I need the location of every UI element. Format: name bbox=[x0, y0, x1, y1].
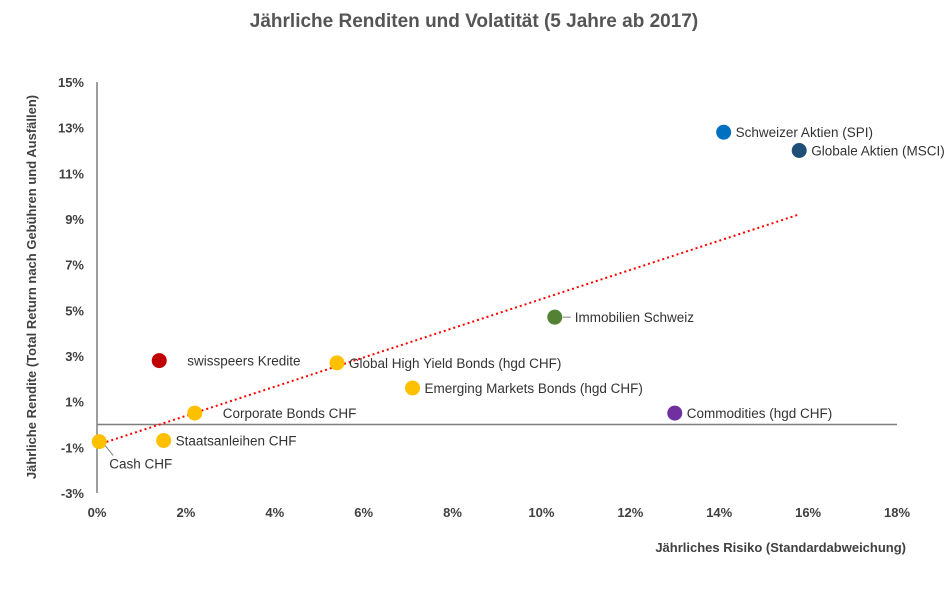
y-tick-label: -3% bbox=[61, 486, 85, 501]
data-point bbox=[667, 405, 683, 421]
y-axis-label: Jährliche Rendite (Total Return nach Geb… bbox=[24, 95, 39, 479]
x-tick-label: 4% bbox=[265, 505, 284, 520]
x-tick-label: 14% bbox=[706, 505, 732, 520]
x-tick-label: 2% bbox=[176, 505, 195, 520]
data-point bbox=[716, 124, 732, 140]
x-tick-label: 0% bbox=[88, 505, 107, 520]
data-point-label: Commodities (hgd CHF) bbox=[687, 406, 833, 421]
data-point bbox=[791, 143, 807, 158]
data-point-label: swisspeers Kredite bbox=[187, 354, 300, 369]
data-point-label: Cash CHF bbox=[109, 457, 172, 472]
data-point-label: Global High Yield Bonds (hgd CHF) bbox=[349, 356, 561, 371]
y-tick-label: -1% bbox=[61, 440, 85, 455]
x-tick-label: 6% bbox=[354, 505, 373, 520]
x-tick-label: 16% bbox=[795, 505, 821, 520]
y-tick-label: 1% bbox=[65, 395, 84, 410]
data-point bbox=[151, 353, 167, 369]
x-tick-label: 8% bbox=[443, 505, 462, 520]
y-tick-label: 5% bbox=[65, 303, 84, 318]
chart-title: Jährliche Renditen und Volatität (5 Jahr… bbox=[250, 11, 698, 32]
y-tick-label: 11% bbox=[59, 166, 85, 181]
trendline bbox=[96, 213, 800, 447]
plot-area: 15% 13% 11% 9% 7% 5% 3% 1% -1% -3%0% 2% 4% 6% 8% 10% 12… bbox=[58, 75, 945, 520]
x-axis-label: Jährliches Risiko (Standardabweichung) bbox=[655, 540, 906, 555]
data-point bbox=[91, 434, 107, 450]
data-point-label: Globale Aktien (MSCI) bbox=[811, 144, 945, 159]
y-tick-label: 9% bbox=[65, 212, 84, 227]
data-point bbox=[156, 432, 172, 448]
data-point-label: Emerging Markets Bonds (hgd CHF) bbox=[425, 381, 643, 396]
data-point-label: Corporate Bonds CHF bbox=[223, 406, 357, 421]
data-point-label: Staatsanleihen CHF bbox=[176, 433, 297, 448]
x-tick-label: 12% bbox=[617, 505, 643, 520]
data-point bbox=[329, 355, 345, 371]
data-point bbox=[187, 405, 203, 421]
data-point-label: Immobilien Schweiz bbox=[575, 310, 695, 325]
x-tick-label: 18% bbox=[884, 505, 910, 520]
y-tick-label: 15% bbox=[58, 75, 84, 90]
data-point-label: Schweizer Aktien (SPI) bbox=[736, 125, 873, 140]
leader-line bbox=[104, 445, 114, 456]
data-point bbox=[547, 309, 563, 325]
y-tick-label: 13% bbox=[58, 121, 84, 136]
data-point bbox=[405, 380, 421, 396]
x-tick-label: 10% bbox=[528, 505, 554, 520]
y-tick-label: 7% bbox=[65, 258, 84, 273]
y-tick-label: 3% bbox=[65, 349, 84, 364]
